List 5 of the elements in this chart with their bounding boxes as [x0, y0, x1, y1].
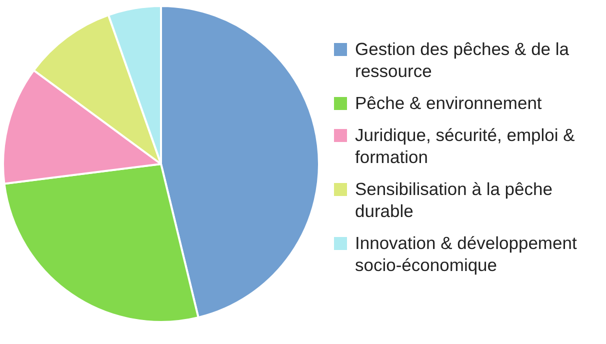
legend-label: Pêche & environnement	[355, 92, 542, 114]
legend-label: Innovation & développement socio-économique	[355, 232, 578, 276]
legend-label: Sensibilisation à la pêche durable	[355, 178, 554, 222]
legend-label: Juridique, sécurité, emploi & formation	[355, 124, 576, 168]
legend-label: Gestion des pêches & de la ressource	[355, 38, 570, 82]
